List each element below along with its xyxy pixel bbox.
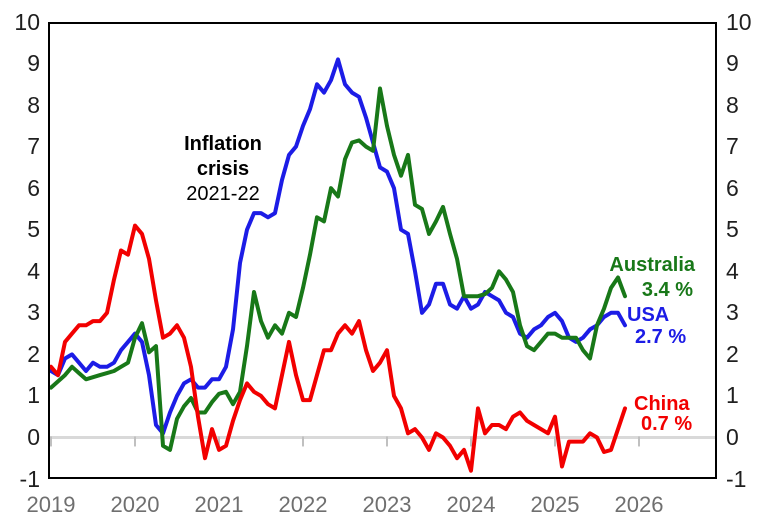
y-tick-label-right-8: 8 — [726, 91, 739, 118]
plot-area — [48, 22, 717, 479]
y-tick-label-left-10: 10 — [14, 8, 40, 35]
annotation-line-1: Inflation — [184, 133, 262, 155]
annotation-line-3: 2021-22 — [186, 183, 260, 205]
y-tick-label-left-9: 9 — [27, 50, 40, 76]
x-tick-label-2025: 2025 — [530, 492, 580, 517]
x-tick-label-2021: 2021 — [194, 492, 244, 517]
china-line — [49, 223, 627, 473]
y-tick-label-right--1: -1 — [726, 465, 747, 492]
y-tick-label-right-10: 10 — [726, 8, 752, 35]
x-tick-label-2020: 2020 — [110, 492, 160, 517]
annotation-inflation-crisis: Inflation crisis 2021-22 — [160, 132, 286, 207]
y-tick-label-left-2: 2 — [27, 340, 40, 367]
x-tick-label-2024: 2024 — [446, 492, 496, 517]
y-tick-label-left-6: 6 — [27, 174, 40, 201]
usa-latest-value: 2.7 % — [635, 326, 687, 348]
china-latest-value: 0.7 % — [641, 413, 693, 435]
y-tick-label-left-4: 4 — [27, 257, 40, 284]
y-tick-label-left-5: 5 — [27, 216, 40, 243]
y-tick-label-right-9: 9 — [726, 50, 739, 76]
usa-series-label: USA — [627, 304, 670, 326]
y-tick-label-right-5: 5 — [726, 216, 739, 243]
y-tick-label-left-8: 8 — [27, 91, 40, 118]
y-tick-label-left-0: 0 — [27, 424, 40, 450]
x-tick-label-2019: 2019 — [26, 492, 76, 517]
australia-latest-value: 3.4 % — [641, 279, 693, 301]
x-tick-label-2026: 2026 — [614, 492, 664, 517]
y-tick-label-right-3: 3 — [726, 299, 739, 326]
australia-line — [49, 86, 627, 452]
china-series-label: China — [634, 393, 690, 415]
usa-line — [49, 57, 627, 436]
y-tick-label-left-1: 1 — [27, 382, 40, 409]
y-tick-label-right-2: 2 — [726, 340, 739, 367]
y-tick-label-right-0: 0 — [726, 424, 739, 450]
y-tick-label-right-7: 7 — [726, 133, 739, 160]
x-tick-label-2023: 2023 — [362, 492, 412, 517]
y-tick-label-left--1: -1 — [19, 465, 40, 492]
y-tick-label-left-3: 3 — [27, 299, 40, 326]
y-tick-label-left-7: 7 — [27, 133, 40, 160]
plot-border — [48, 22, 717, 479]
y-tick-label-right-1: 1 — [726, 382, 739, 409]
annotation-line-2: crisis — [196, 158, 250, 180]
y-tick-label-right-6: 6 — [726, 174, 739, 201]
australia-series-label: Australia — [609, 254, 695, 276]
y-tick-label-right-4: 4 — [726, 257, 739, 284]
x-tick-label-2022: 2022 — [278, 492, 328, 517]
